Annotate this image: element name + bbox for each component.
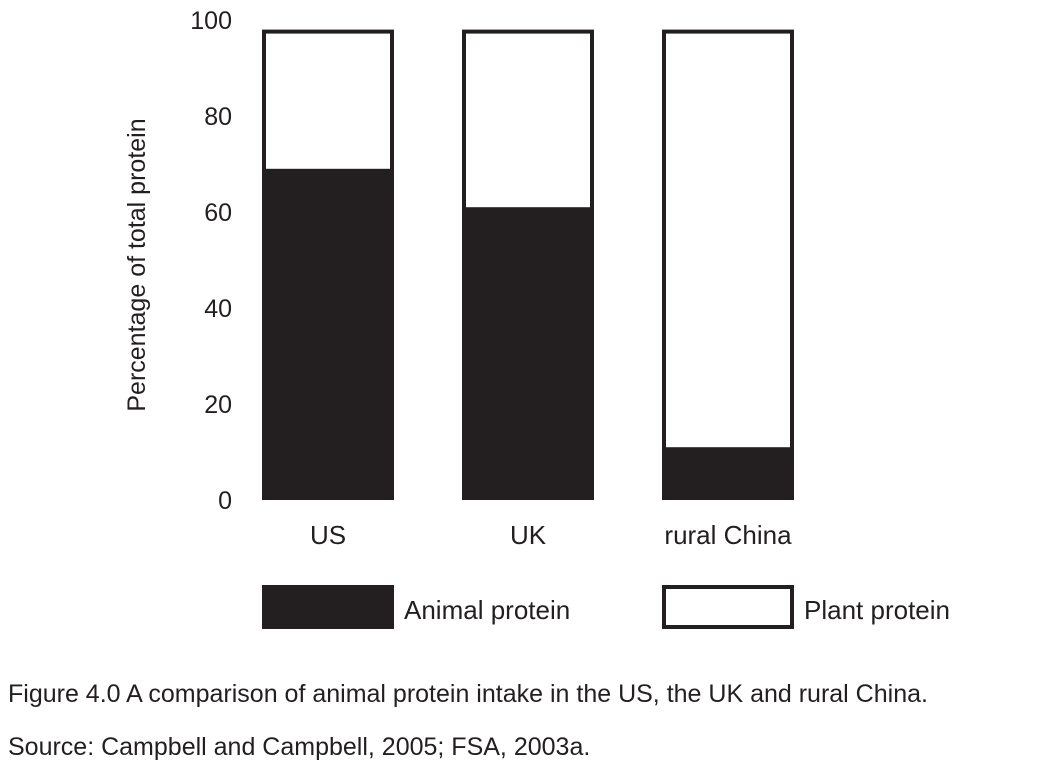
figure-caption: Figure 4.0 A comparison of animal protei… [8,680,928,708]
y-axis: 0 20 40 60 80 100 [190,7,232,515]
category-label: UK [510,520,547,550]
figure-source: Source: Campbell and Campbell, 2005; FSA… [8,733,591,761]
bar-segment-plant-protein [262,29,394,173]
y-axis-title: Percentage of total protein [123,118,151,411]
bar-segment-animal-protein [662,447,794,500]
category-labels: US UK rural China [310,520,792,550]
y-tick-label: 20 [204,391,232,419]
legend-swatch [662,585,794,629]
legend: Animal protein Plant protein [262,585,950,629]
y-tick-label: 80 [204,103,232,131]
bars [262,29,794,501]
legend-swatch [262,585,394,629]
bar-segment-animal-protein [462,207,594,500]
legend-label: Animal protein [404,595,570,625]
stacked-bar-chart: 0 20 40 60 80 100 Percentage of total protein… [123,7,950,629]
bar-segment-plant-protein [462,29,594,212]
y-tick-label: 100 [190,7,232,35]
y-tick-label: 40 [204,295,232,323]
category-label: US [310,520,346,550]
y-tick-label: 60 [204,199,232,227]
y-tick-label: 0 [218,487,232,515]
bar-segment-plant-protein [662,29,794,452]
bar-segment-animal-protein [262,168,394,501]
legend-label: Plant protein [804,595,950,625]
category-label: rural China [664,520,792,550]
